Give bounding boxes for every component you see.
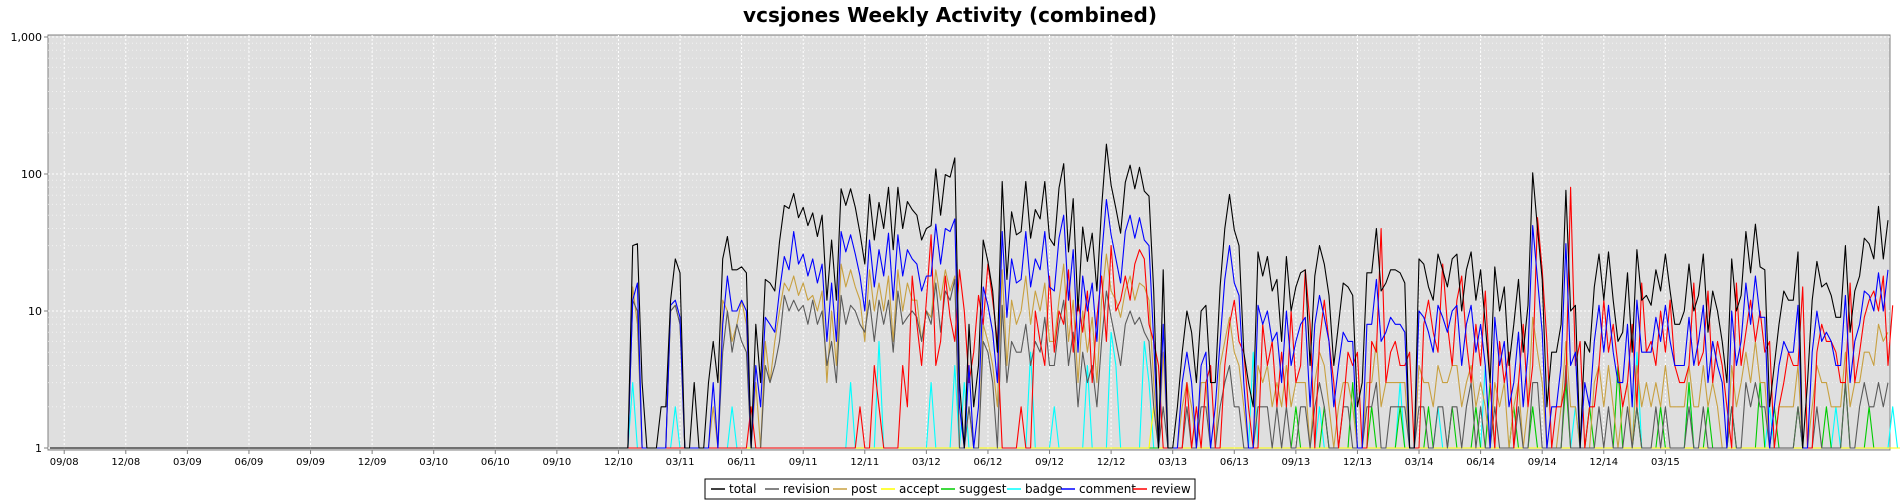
- x-tick-label: 03/09: [173, 457, 202, 468]
- x-tick-label: 06/11: [727, 457, 756, 468]
- x-tick-label: 03/14: [1405, 457, 1434, 468]
- axes: 09/08 12/08 03/09 06/09 09/09 12/09 03/10 06/10…: [11, 31, 1680, 468]
- legend-label-review: review: [1151, 482, 1191, 496]
- plot-background: [47, 34, 1891, 451]
- x-tick-label: 12/12: [1097, 457, 1126, 468]
- legend-label-comment: comment: [1079, 482, 1136, 496]
- x-tick-label: 09/14: [1528, 457, 1557, 468]
- x-tick-label: 03/11: [666, 457, 695, 468]
- x-tick-label: 09/12: [1035, 457, 1064, 468]
- x-tick-label: 06/09: [235, 457, 264, 468]
- x-tick-label: 09/13: [1281, 457, 1310, 468]
- legend-label-badge: badge: [1025, 482, 1063, 496]
- x-tick-label: 12/13: [1343, 457, 1372, 468]
- chart-title: vcsjones Weekly Activity (combined): [743, 3, 1157, 27]
- legend-label-suggest: suggest: [959, 482, 1007, 496]
- series-line-total: [50, 143, 1889, 449]
- legend-label-total: total: [729, 482, 756, 496]
- x-tick-label: 12/11: [850, 457, 879, 468]
- legend-label-revision: revision: [783, 482, 830, 496]
- y-tick-label: 10: [28, 305, 42, 318]
- legend-label-post: post: [851, 482, 877, 496]
- x-tick-label: 09/09: [296, 457, 325, 468]
- x-tick-label: 03/12: [912, 457, 941, 468]
- x-tick-label: 09/11: [789, 457, 818, 468]
- y-tick-label: 100: [21, 168, 42, 181]
- x-tick-label: 12/08: [111, 457, 140, 468]
- legend-label-accept: accept: [899, 482, 940, 496]
- x-tick-label: 06/13: [1220, 457, 1249, 468]
- x-tick-label: 03/13: [1158, 457, 1187, 468]
- x-tick-label: 09/10: [542, 457, 571, 468]
- x-tick-label: 12/09: [358, 457, 387, 468]
- x-tick-label: 03/15: [1651, 457, 1680, 468]
- x-tick-label: 06/10: [481, 457, 510, 468]
- y-tick-label: 1: [35, 442, 42, 455]
- x-tick-label: 03/10: [419, 457, 448, 468]
- x-tick-label: 09/08: [50, 457, 79, 468]
- x-tick-label: 06/14: [1466, 457, 1495, 468]
- x-tick-label: 12/10: [604, 457, 633, 468]
- y-tick-label: 1,000: [11, 31, 43, 44]
- x-tick-label: 06/12: [974, 457, 1003, 468]
- plot-area: [47, 34, 1900, 451]
- x-tick-label: 12/14: [1589, 457, 1618, 468]
- legend: total revision post accept suggest badge comme…: [704, 478, 1196, 500]
